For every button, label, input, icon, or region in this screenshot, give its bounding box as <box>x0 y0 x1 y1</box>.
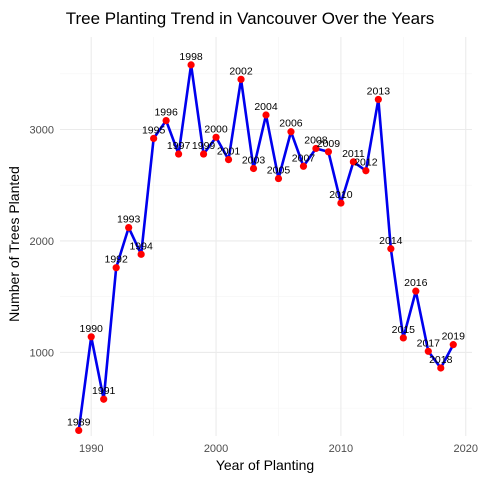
y-axis-ticks: 1000 2000 3000 <box>30 125 54 360</box>
x-axis-ticks: 1990 2000 2010 2020 <box>79 443 478 455</box>
data-point <box>337 199 345 207</box>
data-point <box>75 426 83 435</box>
data-point <box>162 116 170 125</box>
x-tick-label: 2020 <box>454 443 478 455</box>
point-label: 2012 <box>354 157 378 169</box>
point-label: 2017 <box>417 337 441 349</box>
point-labels: 1989 1990 1991 1992 1993 1994 1995 1996 1997 1998… <box>67 51 465 429</box>
point-label: 1995 <box>142 124 166 136</box>
point-label: 2014 <box>379 235 403 247</box>
data-point <box>125 223 133 232</box>
data-point <box>412 287 420 295</box>
point-label: 1989 <box>67 416 91 428</box>
point-label: 2015 <box>392 324 416 336</box>
data-point <box>449 341 457 349</box>
point-label: 2000 <box>204 123 228 135</box>
point-label: 2005 <box>267 165 291 177</box>
data-point <box>387 245 395 253</box>
data-points <box>75 61 457 435</box>
point-label: 2016 <box>404 277 428 289</box>
data-point <box>100 395 108 403</box>
point-label: 1993 <box>117 214 141 226</box>
point-label: 2007 <box>292 152 316 164</box>
point-label: 1997 <box>167 140 191 152</box>
data-point <box>399 334 407 342</box>
point-label: 2013 <box>367 85 391 97</box>
data-point <box>150 134 158 143</box>
point-label: 1991 <box>92 385 116 397</box>
data-point <box>137 250 145 258</box>
data-point <box>287 128 295 136</box>
point-label: 1996 <box>154 107 178 119</box>
y-tick-label: 1000 <box>30 347 54 359</box>
chart-title: Tree Planting Trend in Vancouver Over th… <box>66 9 435 28</box>
data-point <box>87 333 95 341</box>
point-label: 2003 <box>242 155 266 167</box>
data-point <box>324 148 333 156</box>
data-point <box>362 167 370 175</box>
point-label: 1998 <box>179 51 203 63</box>
x-tick-label: 1990 <box>79 443 103 455</box>
y-tick-label: 2000 <box>30 236 54 248</box>
x-tick-label: 2010 <box>329 443 353 455</box>
data-point <box>112 264 120 272</box>
x-axis-title: Year of Planting <box>216 457 314 473</box>
point-label: 2018 <box>429 354 453 366</box>
data-point <box>349 158 357 166</box>
point-label: 1990 <box>80 323 104 335</box>
data-point <box>249 164 258 173</box>
y-axis-title: Number of Trees Planted <box>6 166 22 322</box>
point-label: 2001 <box>217 146 241 158</box>
y-tick-label: 3000 <box>30 125 54 137</box>
point-label: 2019 <box>442 331 466 343</box>
data-point <box>374 95 382 104</box>
data-point <box>262 111 270 119</box>
data-point <box>299 162 308 170</box>
data-point <box>437 364 445 372</box>
point-label: 1999 <box>192 140 216 152</box>
data-point <box>424 347 432 355</box>
data-point <box>312 144 320 153</box>
data-point <box>274 174 283 183</box>
point-label: 2011 <box>342 148 365 160</box>
grid <box>60 37 472 436</box>
point-label: 2006 <box>279 118 303 130</box>
data-point <box>224 155 233 164</box>
data-point <box>187 61 195 69</box>
data-point <box>212 133 220 141</box>
data-point <box>175 150 183 158</box>
point-label: 1992 <box>105 254 129 266</box>
data-point <box>237 75 245 83</box>
point-label: 2010 <box>329 189 353 201</box>
point-label: 2009 <box>317 138 341 150</box>
x-tick-label: 2000 <box>204 443 228 455</box>
data-point <box>199 150 208 158</box>
point-label: 2002 <box>229 65 253 77</box>
point-label: 2004 <box>254 101 278 113</box>
point-label: 1994 <box>129 240 153 252</box>
point-label: 2008 <box>304 134 328 146</box>
